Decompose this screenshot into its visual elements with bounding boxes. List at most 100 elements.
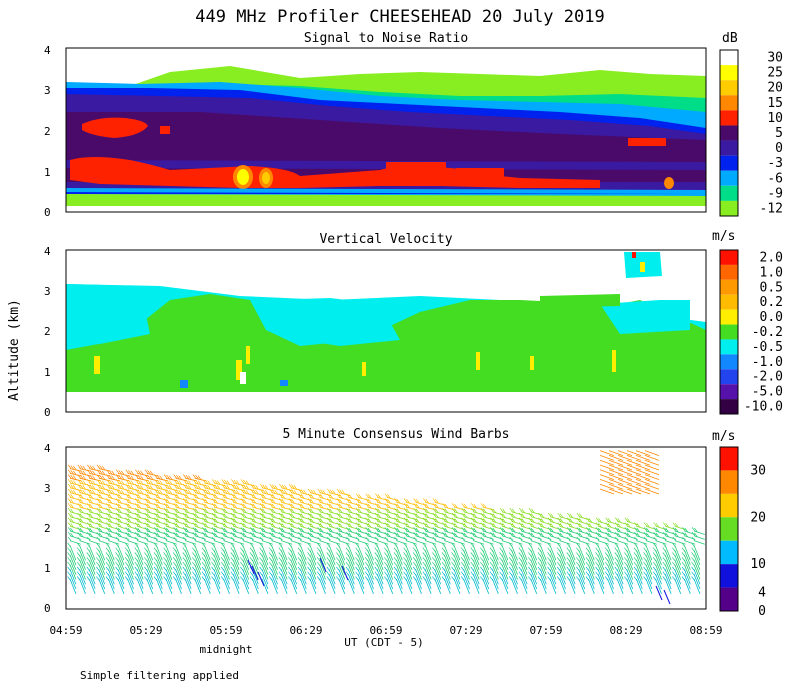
wind-barb [338,569,346,585]
wind-barb-flag [317,536,321,542]
wind-barb-flag [137,513,142,518]
wind-barb [309,578,317,594]
vv-ytick-2: 2 [44,325,51,338]
wind-barb-flag [195,474,199,480]
wind-barb-flag [147,479,151,485]
wind-barb-flag [271,527,276,533]
wind-barb [79,545,86,561]
wind-barb [376,569,384,585]
wind-barb [328,569,336,585]
wind-barb-flag [367,518,372,523]
wind-barb-flag [175,489,180,494]
wind-barb-flag [185,498,190,504]
wind-barb [492,564,499,580]
wind-barb-flag [442,512,446,518]
wind-barb-flag [355,542,359,548]
wind-barb [617,483,633,490]
wind-barb-flag [509,517,513,522]
wind-barb-flag [567,531,571,537]
wind-barb [568,574,576,590]
wind-barb-flag [124,561,129,567]
wind-barb-flag [509,531,513,537]
wind-barb-flag [240,503,245,508]
wind-barb-flag [172,552,177,557]
wind-barb-flag [307,576,311,581]
wind-barb-flag [394,507,398,513]
wind-barb [424,559,432,575]
wind-barb-flag [652,557,657,562]
y-axis-label: Altitude (km) [7,299,22,401]
wind-barb [261,540,273,545]
wind-barb-flag [432,512,437,518]
wind-barb-flag [567,512,571,518]
wind-barb-flag [281,532,285,538]
wind-barb [280,550,288,566]
wind-barb-flag [403,561,407,567]
wind-barb-flag [470,561,475,567]
wind-barb-flag [336,527,341,532]
wind-barb [434,501,447,506]
wind-barb [136,569,144,585]
wind-barb-flag [115,507,120,513]
wind-barb-flag [233,489,238,494]
wind-barb-flag [281,523,285,528]
wind-barb-flag [579,527,583,533]
wind-barb-flag [557,531,561,537]
wind-barb-flag [99,523,103,528]
wind-barb [626,469,642,476]
wind-barb-flag [540,527,545,533]
wind-barb-flag [115,493,120,498]
wind-barb-flag [156,479,161,485]
wind-barb [194,574,202,590]
wind-barb-flag [288,557,292,562]
wind-barb-flag [377,527,381,533]
wind-barb-flag [508,542,513,548]
wind-barb [127,554,134,570]
wind-barb [165,497,178,501]
wind-barb-flag [482,532,487,538]
wind-barb-flag [691,566,695,572]
wind-barb-flag [192,493,197,498]
wind-barb [415,559,422,575]
wind-barb-flag [211,493,216,498]
wind-barb-flag [154,488,158,494]
wind-barb-flag [166,527,170,533]
wind-barb-flag [163,522,168,527]
wind-barb-flag [216,480,221,485]
wind-barb-flag [480,536,485,542]
wind-barb-flag [185,508,190,514]
wind-barb [684,564,691,580]
wind-barb-flag [595,561,599,567]
wind-barb-flag [281,494,286,499]
wind-barb [137,506,149,511]
wind-barb-flag [569,523,573,528]
wind-barb [280,569,288,585]
wind-barb [520,545,528,561]
colorbar-swatch [720,125,738,141]
wind-barb-flag [89,494,94,499]
wind-barb [261,569,269,585]
wind-barb [204,554,211,570]
wind-barb-flag [135,527,139,532]
wind-barb-flag [240,547,244,552]
wind-barb-flag [662,557,667,562]
wind-barb-flag [691,531,696,537]
wind-barb-flag [293,485,298,490]
wind-barb-flag [463,527,468,533]
wind-barb [108,569,115,585]
wind-barb [165,501,178,506]
wind-barb-flag [425,508,430,514]
wind-barb-flag [240,576,244,581]
colorbar-swatch [720,324,738,340]
wind-barb [357,564,365,580]
wind-barb [644,450,660,456]
wind-barb [309,545,317,561]
wind-barb-flag [202,483,206,489]
wind-barb [127,574,134,590]
wind-barb-flag [364,566,369,572]
wind-barb [501,564,509,580]
wind-barb-flag [327,517,331,522]
wind-barb [617,540,629,545]
wind-barb-flag [442,507,446,513]
wind-barb-flag [118,484,122,489]
